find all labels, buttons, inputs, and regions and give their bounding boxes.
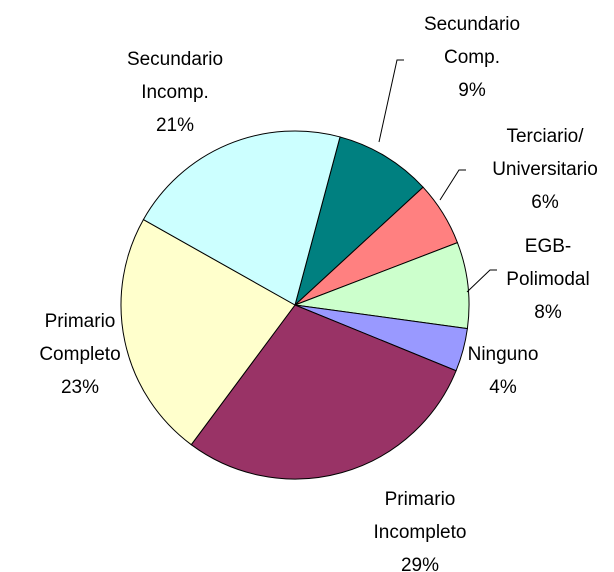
value-label: 8% (534, 302, 562, 323)
value-label: 21% (156, 115, 194, 136)
label-line: Secundario (424, 14, 520, 35)
label-line: EGB- (525, 236, 571, 257)
label-line: Primario (45, 311, 116, 332)
label-line: Incomp. (141, 82, 209, 103)
label-line: Ninguno (468, 344, 539, 365)
value-label: 9% (458, 80, 486, 101)
pie-slice (142, 130, 341, 306)
leader-line (378, 59, 404, 143)
slice-label: Primario Completo 23% (39, 311, 120, 398)
slice-label: Secundario Comp. 9% (424, 14, 520, 101)
label-line: Completo (39, 344, 120, 365)
slice-label: Primario Incompleto 29% (374, 489, 467, 572)
label-line: Terciario/ (506, 126, 584, 147)
pie-slice (190, 304, 457, 480)
label-line: Primario (385, 489, 456, 510)
slice-label: Secundario Incomp. 21% (127, 49, 223, 136)
pie-slice (294, 136, 424, 307)
label-line: Universitario (492, 159, 598, 180)
slice-label: Ninguno 4% (468, 344, 539, 398)
leader-line (466, 269, 497, 293)
label-line: Comp. (444, 47, 500, 68)
slice-label: Terciario/Universitario 6% (492, 126, 598, 213)
label-line: Secundario (127, 49, 223, 70)
label-line: Polimodal (506, 269, 589, 290)
leader-line (439, 169, 466, 201)
value-label: 6% (531, 192, 559, 213)
value-label: 29% (401, 555, 439, 572)
slice-label: EGB- Polimodal 8% (506, 236, 589, 323)
pie-slice (120, 218, 296, 446)
value-label: 23% (61, 377, 99, 398)
value-label: 4% (489, 377, 517, 398)
label-line: Incompleto (374, 522, 467, 543)
